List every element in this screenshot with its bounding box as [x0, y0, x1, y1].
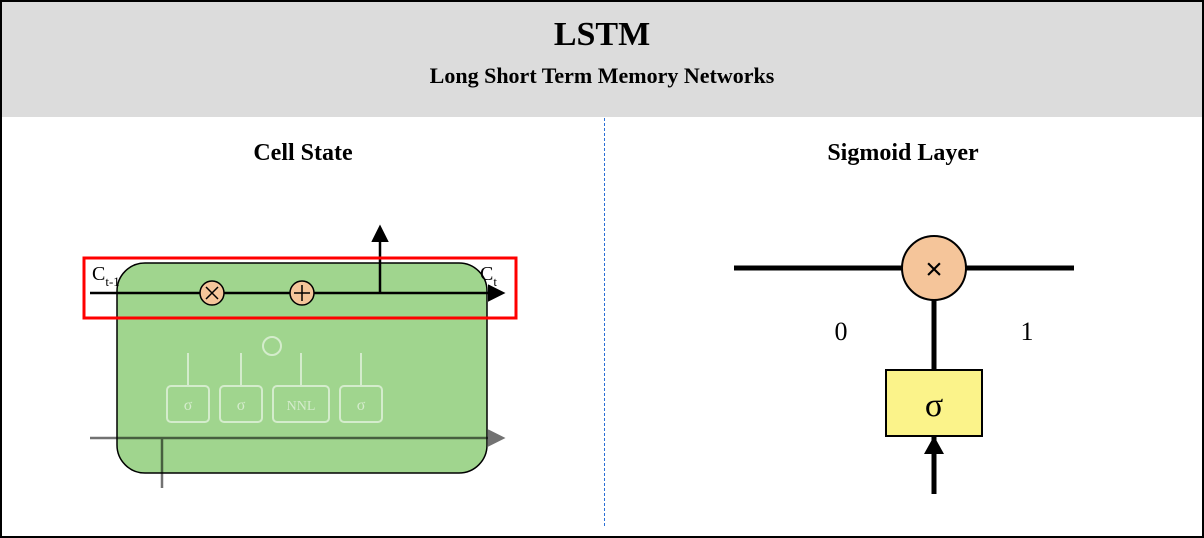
diagram-frame: LSTM Long Short Term Memory Networks Cel…	[0, 0, 1204, 538]
svg-text:NNL: NNL	[287, 399, 316, 414]
label-c-prev: Ct-1	[92, 263, 120, 289]
pointwise-add-icon	[290, 281, 314, 305]
header: LSTM Long Short Term Memory Networks	[2, 2, 1202, 118]
label-one: 1	[1021, 317, 1034, 346]
sigma-symbol: σ	[925, 387, 943, 424]
body-area: Cell State	[2, 118, 1202, 536]
label-zero: 0	[835, 317, 848, 346]
sigmoid-layer-diagram: × 0 1 σ	[604, 118, 1202, 538]
svg-text:σ: σ	[184, 397, 193, 414]
page-subtitle: Long Short Term Memory Networks	[2, 63, 1202, 89]
multiply-symbol: ×	[925, 253, 943, 286]
svg-text:σ: σ	[357, 397, 366, 414]
cell-state-diagram: Ct-1 Ct σ σ NN	[2, 118, 604, 538]
arrow-up-icon	[924, 436, 944, 454]
sigmoid-layer-panel: Sigmoid Layer × 0 1 σ	[604, 118, 1202, 536]
svg-text:σ: σ	[237, 397, 246, 414]
cell-state-panel: Cell State	[2, 118, 604, 536]
page-title: LSTM	[2, 16, 1202, 53]
pointwise-multiply-icon	[200, 281, 224, 305]
